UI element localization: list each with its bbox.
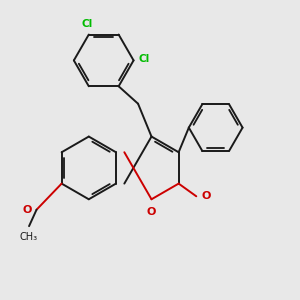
Text: Cl: Cl [82,19,93,29]
Text: O: O [23,205,32,215]
Text: Cl: Cl [139,54,150,64]
Text: O: O [202,191,211,201]
Text: O: O [147,207,156,217]
Text: CH₃: CH₃ [20,232,38,242]
